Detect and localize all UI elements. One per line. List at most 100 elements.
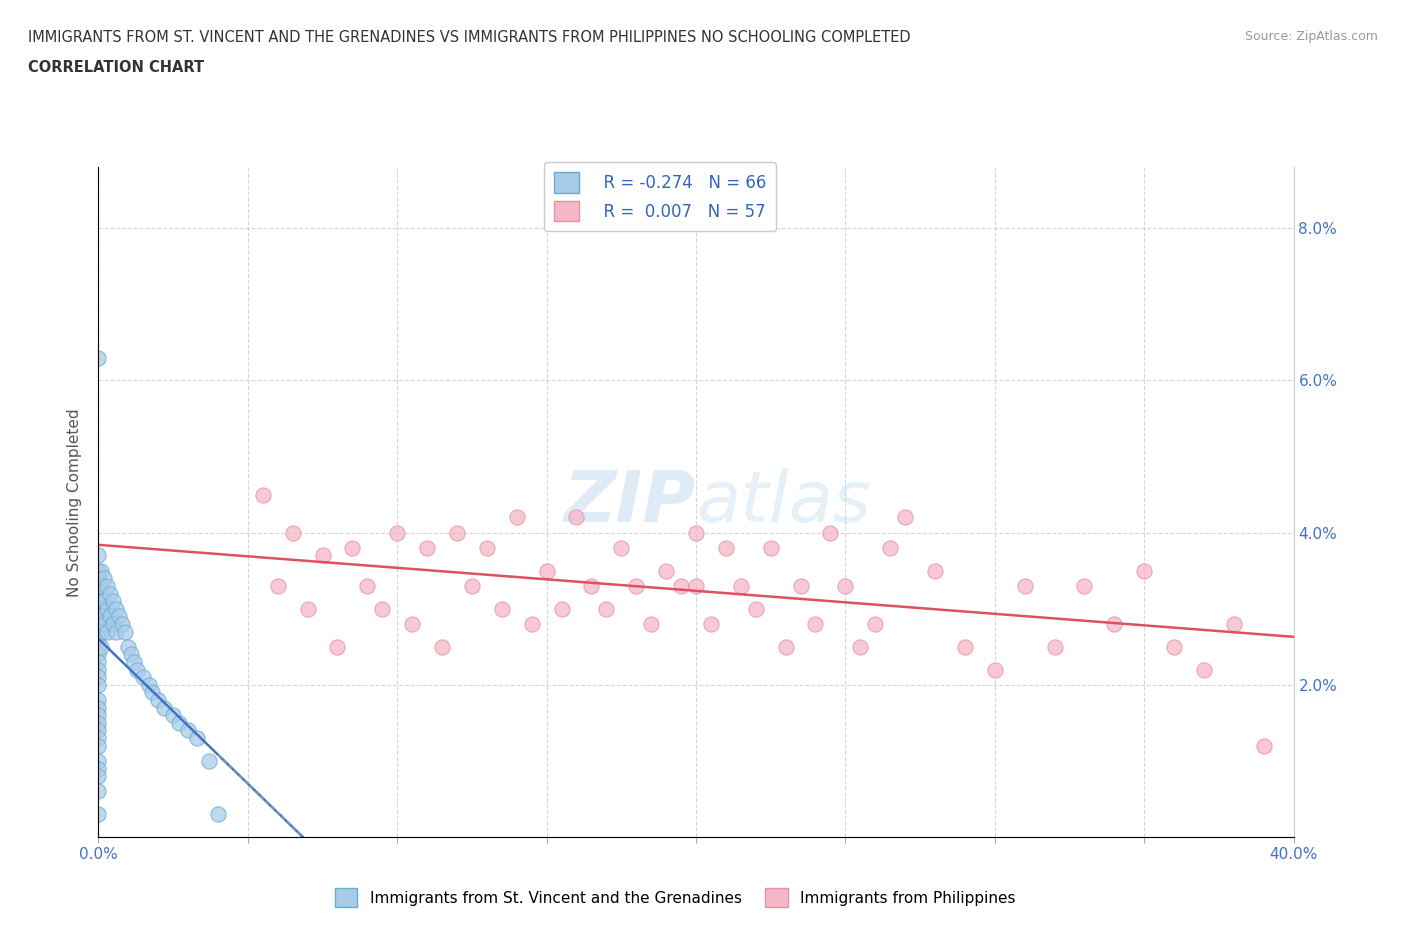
Point — [90, 578, 112, 593]
Point — [640, 617, 662, 631]
Point — [87, 351, 110, 365]
Point — [105, 624, 128, 639]
Point — [103, 593, 125, 608]
Point — [120, 647, 142, 662]
Point — [1014, 578, 1036, 593]
Point — [111, 617, 134, 631]
Point — [789, 578, 811, 593]
Point — [281, 525, 304, 540]
Point — [491, 602, 513, 617]
Point — [371, 602, 394, 617]
Point — [1043, 639, 1066, 654]
Point — [87, 609, 110, 624]
Point — [297, 602, 319, 617]
Point — [401, 617, 423, 631]
Point — [565, 510, 588, 525]
Point — [87, 731, 110, 746]
Point — [879, 540, 901, 555]
Point — [87, 761, 110, 776]
Point — [87, 548, 110, 563]
Point — [114, 624, 136, 639]
Point — [124, 655, 146, 670]
Point — [141, 685, 163, 700]
Point — [655, 564, 678, 578]
Point — [93, 571, 115, 586]
Point — [87, 564, 110, 578]
Point — [108, 609, 131, 624]
Point — [148, 693, 170, 708]
Point — [550, 602, 572, 617]
Point — [685, 578, 707, 593]
Point — [153, 700, 176, 715]
Point — [162, 708, 184, 723]
Point — [416, 540, 439, 555]
Point — [804, 617, 827, 631]
Point — [669, 578, 692, 593]
Point — [96, 624, 118, 639]
Point — [90, 609, 112, 624]
Point — [894, 510, 917, 525]
Point — [87, 593, 110, 608]
Point — [87, 723, 110, 737]
Point — [87, 700, 110, 715]
Point — [87, 708, 110, 723]
Point — [87, 806, 110, 821]
Text: IMMIGRANTS FROM ST. VINCENT AND THE GRENADINES VS IMMIGRANTS FROM PHILIPPINES NO: IMMIGRANTS FROM ST. VINCENT AND THE GREN… — [28, 30, 911, 45]
Point — [87, 602, 110, 617]
Point — [475, 540, 498, 555]
Point — [96, 578, 118, 593]
Point — [177, 723, 200, 737]
Point — [87, 571, 110, 586]
Point — [924, 564, 946, 578]
Point — [700, 617, 723, 631]
Point — [103, 617, 125, 631]
Point — [252, 487, 274, 502]
Point — [198, 753, 221, 768]
Point — [132, 670, 155, 684]
Point — [520, 617, 543, 631]
Point — [1133, 564, 1156, 578]
Point — [87, 647, 110, 662]
Point — [1073, 578, 1095, 593]
Point — [536, 564, 558, 578]
Point — [87, 578, 110, 593]
Point — [90, 593, 112, 608]
Point — [581, 578, 603, 593]
Text: Source: ZipAtlas.com: Source: ZipAtlas.com — [1244, 30, 1378, 43]
Point — [626, 578, 648, 593]
Point — [953, 639, 976, 654]
Point — [96, 602, 118, 617]
Text: CORRELATION CHART: CORRELATION CHART — [28, 60, 204, 75]
Point — [430, 639, 453, 654]
Point — [87, 639, 110, 654]
Point — [186, 731, 208, 746]
Point — [87, 670, 110, 684]
Point — [87, 769, 110, 784]
Point — [105, 602, 128, 617]
Point — [311, 548, 333, 563]
Point — [834, 578, 856, 593]
Point — [87, 693, 110, 708]
Point — [117, 639, 139, 654]
Point — [1223, 617, 1246, 631]
Point — [87, 617, 110, 631]
Point — [865, 617, 887, 631]
Point — [1253, 738, 1275, 753]
Point — [714, 540, 737, 555]
Legend: Immigrants from St. Vincent and the Grenadines, Immigrants from Philippines: Immigrants from St. Vincent and the Gren… — [329, 883, 1021, 913]
Point — [87, 662, 110, 677]
Point — [93, 617, 115, 631]
Point — [87, 677, 110, 692]
Point — [100, 609, 122, 624]
Point — [87, 784, 110, 799]
Point — [685, 525, 707, 540]
Point — [730, 578, 752, 593]
Text: ZIP: ZIP — [564, 468, 696, 537]
Point — [87, 586, 110, 601]
Point — [87, 738, 110, 753]
Point — [90, 639, 112, 654]
Point — [267, 578, 290, 593]
Point — [745, 602, 768, 617]
Point — [1192, 662, 1215, 677]
Point — [207, 806, 229, 821]
